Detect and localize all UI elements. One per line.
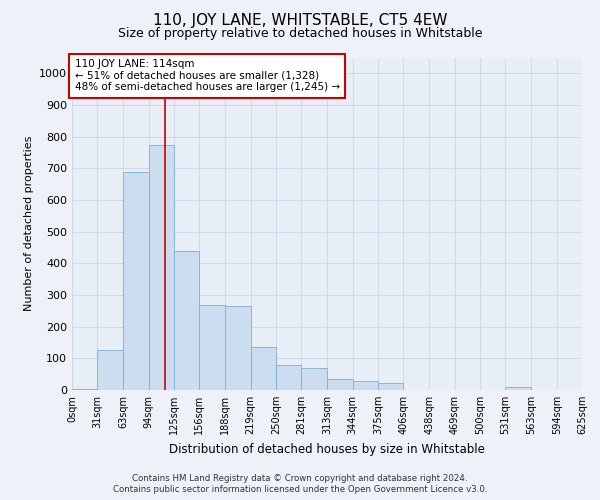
Bar xyxy=(353,381,378,390)
Bar xyxy=(251,347,276,390)
Bar xyxy=(174,250,199,390)
Bar xyxy=(97,350,124,390)
Bar xyxy=(505,388,532,390)
Bar xyxy=(124,172,149,390)
Y-axis label: Number of detached properties: Number of detached properties xyxy=(23,136,34,312)
Bar xyxy=(149,144,174,390)
Bar xyxy=(328,379,353,390)
Text: Size of property relative to detached houses in Whitstable: Size of property relative to detached ho… xyxy=(118,28,482,40)
Bar xyxy=(276,364,301,390)
Bar xyxy=(378,383,403,390)
Bar xyxy=(301,368,328,390)
Text: 110 JOY LANE: 114sqm
← 51% of detached houses are smaller (1,328)
48% of semi-de: 110 JOY LANE: 114sqm ← 51% of detached h… xyxy=(74,59,340,92)
Text: Contains HM Land Registry data © Crown copyright and database right 2024.
Contai: Contains HM Land Registry data © Crown c… xyxy=(113,474,487,494)
Text: 110, JOY LANE, WHITSTABLE, CT5 4EW: 110, JOY LANE, WHITSTABLE, CT5 4EW xyxy=(153,12,447,28)
Bar xyxy=(226,306,251,390)
Bar xyxy=(199,304,226,390)
X-axis label: Distribution of detached houses by size in Whitstable: Distribution of detached houses by size … xyxy=(169,442,485,456)
